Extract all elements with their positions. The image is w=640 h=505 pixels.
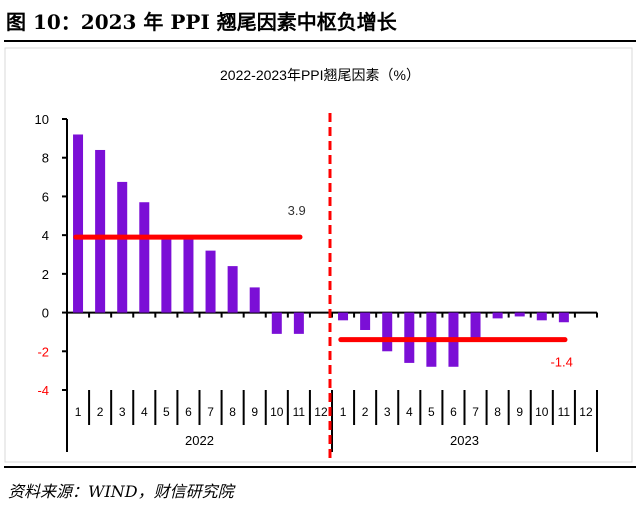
source-note: 资料来源：WIND，财信研究院 [8, 482, 234, 501]
bar [492, 312, 503, 319]
y-tick-label: 8 [42, 151, 49, 166]
category-label: 11 [293, 405, 306, 419]
y-tick-label: 6 [42, 189, 49, 204]
category-label: 11 [558, 405, 571, 419]
category-label: 1 [340, 405, 347, 419]
title-rule [4, 40, 636, 42]
bar [117, 181, 128, 313]
category-label: 6 [450, 405, 457, 419]
category-label: 2 [97, 405, 104, 419]
category-label: 7 [207, 405, 214, 419]
bar [338, 312, 349, 321]
category-label: 10 [535, 405, 549, 419]
bar [293, 312, 304, 334]
category-label: 1 [75, 405, 82, 419]
bar [227, 266, 238, 313]
category-label: 10 [270, 405, 284, 419]
group-label: 2022 [185, 433, 214, 448]
category-label: 2 [362, 405, 369, 419]
bar [183, 235, 194, 313]
bar [558, 312, 569, 323]
footer-rule [4, 466, 636, 468]
group-label: 2023 [450, 433, 479, 448]
category-label: 9 [516, 405, 523, 419]
y-tick-label: -2 [37, 344, 49, 359]
category-label: 7 [472, 405, 479, 419]
category-label: 9 [251, 405, 258, 419]
bar [514, 312, 525, 317]
category-label: 3 [384, 405, 391, 419]
category-label: 12 [314, 405, 328, 419]
chart-title: 2022-2023年PPI翘尾因素（%） [220, 67, 420, 83]
category-label: 3 [119, 405, 126, 419]
figure-title: 图 10：2023 年 PPI 翘尾因素中枢负增长 [6, 10, 397, 34]
mean-label: -1.4 [550, 355, 572, 370]
y-tick-label: -4 [37, 383, 49, 398]
category-label: 4 [406, 405, 413, 419]
y-tick-label: 4 [42, 228, 49, 243]
bar [536, 312, 547, 321]
bar [470, 312, 481, 342]
bar [360, 312, 371, 330]
bar [249, 287, 260, 313]
category-label: 4 [141, 405, 148, 419]
category-label: 6 [185, 405, 192, 419]
category-label: 8 [494, 405, 501, 419]
y-tick-label: 2 [42, 267, 49, 282]
bar [139, 202, 150, 313]
y-tick-label: 0 [42, 306, 49, 321]
mean-label: 3.9 [288, 203, 306, 218]
category-label: 5 [163, 405, 170, 419]
bar [95, 149, 106, 313]
y-tick-label: 10 [35, 112, 49, 127]
bar [205, 250, 216, 313]
bar [73, 134, 84, 313]
bar [382, 312, 393, 352]
bar [271, 312, 282, 334]
chart-border [4, 47, 633, 463]
category-label: 8 [229, 405, 236, 419]
category-label: 12 [579, 405, 593, 419]
bar [161, 235, 172, 313]
category-label: 5 [428, 405, 435, 419]
